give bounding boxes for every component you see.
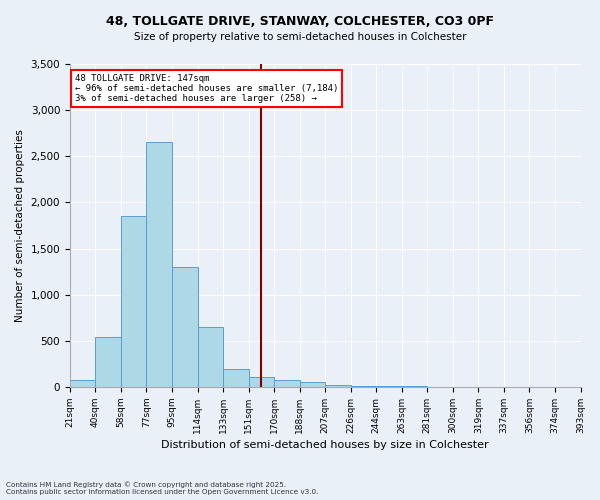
Bar xyxy=(299,382,325,387)
Text: 48 TOLLGATE DRIVE: 147sqm
← 96% of semi-detached houses are smaller (7,184)
3% o: 48 TOLLGATE DRIVE: 147sqm ← 96% of semi-… xyxy=(75,74,338,104)
Y-axis label: Number of semi-detached properties: Number of semi-detached properties xyxy=(15,129,25,322)
Bar xyxy=(70,380,95,387)
Bar xyxy=(146,142,172,387)
Bar xyxy=(223,368,248,387)
Bar xyxy=(248,377,274,387)
Bar xyxy=(351,386,376,387)
Text: Size of property relative to semi-detached houses in Colchester: Size of property relative to semi-detach… xyxy=(134,32,466,42)
X-axis label: Distribution of semi-detached houses by size in Colchester: Distribution of semi-detached houses by … xyxy=(161,440,489,450)
Text: 48, TOLLGATE DRIVE, STANWAY, COLCHESTER, CO3 0PF: 48, TOLLGATE DRIVE, STANWAY, COLCHESTER,… xyxy=(106,15,494,28)
Text: Contains HM Land Registry data © Crown copyright and database right 2025.
Contai: Contains HM Land Registry data © Crown c… xyxy=(6,482,319,495)
Bar xyxy=(172,267,197,387)
Bar xyxy=(325,384,351,387)
Bar xyxy=(274,380,299,387)
Bar xyxy=(121,216,146,387)
Bar xyxy=(197,327,223,387)
Bar xyxy=(95,337,121,387)
